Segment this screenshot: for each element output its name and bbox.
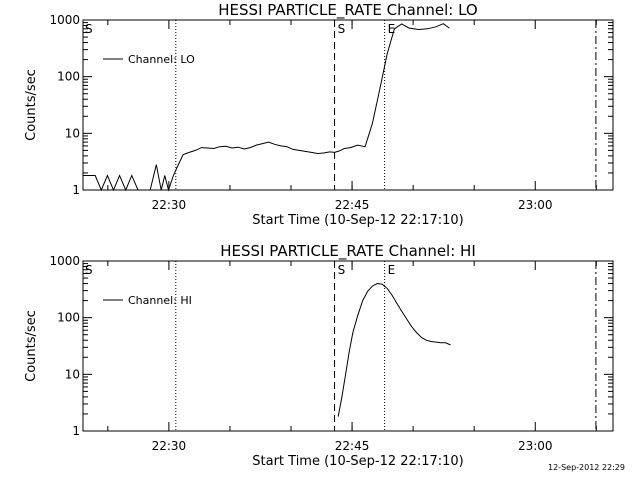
panel-1-x-tick-label: 22:45 [335,198,370,212]
panel-2-x-tick-label: 22:30 [152,439,187,453]
panel-2-y-tick-label: 10 [65,367,80,381]
panel-2-marker-label: E [388,263,396,277]
panel-1-x-tick-label: 22:30 [152,198,187,212]
panel-2-marker-label: S [338,263,346,277]
panel-2-y-tick-label: 1 [72,424,80,438]
panel-1-y-axis-label: Counts/sec [24,69,39,141]
panel-1-marker-label: S [338,22,346,36]
panel-1-corner-mark: S [85,22,93,36]
panel-2-x-tick-label: 22:45 [335,439,370,453]
panel-1-y-tick-label: 1 [72,183,80,197]
panel-1-legend-label: Channel: LO [128,53,195,66]
panel-2-legend-label: Channel: HI [128,294,192,307]
panel-1-series-line [83,23,450,192]
panel-2-series-line [337,282,451,417]
panel-2-x-tick-label: 23:00 [518,439,553,453]
panel-2-y-axis-label: Counts/sec [24,310,39,382]
panel-2-y-tick-label: 100 [57,311,80,325]
panel-1-marker-label: E [388,22,396,36]
panel-1-plot-frame [82,19,614,191]
panel-2-plot-frame [82,260,614,432]
panel-1-y-tick-label: 1000 [49,13,80,27]
panel-2-y-tick-label: 1000 [49,254,80,268]
panel-1-y-tick-label: 100 [57,70,80,84]
panel-1-y-tick-label: 10 [65,126,80,140]
panel-1-x-axis-label: Start Time (10-Sep-12 22:17:10) [252,213,463,228]
panel-1-chart-title: HESSI PARTICLE_RATE Channel: LO [218,1,477,20]
panel-2-chart-title: HESSI PARTICLE_RATE Channel: HI [220,242,476,261]
panel-1-x-tick-label: 23:00 [518,198,553,212]
panel-2-corner-mark: S [85,263,93,277]
timestamp: 12-Sep-2012 22:29 [548,463,625,472]
panel-2-x-axis-label: Start Time (10-Sep-12 22:17:10) [252,454,463,469]
